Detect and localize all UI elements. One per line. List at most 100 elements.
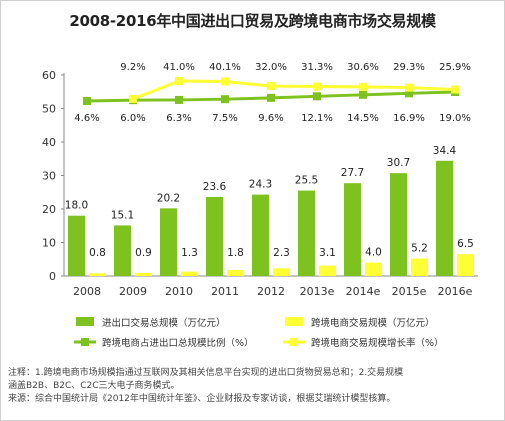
y-tick-label: 50 <box>42 103 56 116</box>
line-value-label: 6.0% <box>120 113 145 124</box>
marker-growth <box>267 82 275 91</box>
line-value-label: 14.5% <box>347 113 379 124</box>
bar-total-trade <box>160 208 177 276</box>
notes-line-1: 注释：1.跨境电商市场规模指通过互联网及其相关信息平台实现的进出口货物贸易总和；… <box>8 368 404 378</box>
marker-ratio <box>267 93 275 102</box>
x-tick-label: 2013e <box>300 285 335 298</box>
chart-notes: 注释：1.跨境电商市场规模指通过互联网及其相关信息平台实现的进出口货物贸易总和；… <box>8 367 498 406</box>
x-tick-label: 2010 <box>165 285 193 298</box>
line-value-label: 12.1% <box>301 113 333 124</box>
x-tick-label: 2016e <box>438 285 473 298</box>
legend-swatch-marker <box>290 338 298 346</box>
marker-growth <box>221 77 229 86</box>
line-growth <box>132 79 456 101</box>
line-value-label: 32.0% <box>255 62 287 73</box>
bar-value-label: 18.0 <box>65 200 88 212</box>
x-tick-label: 2014e <box>346 285 381 298</box>
y-tick-label: 10 <box>42 237 56 250</box>
bar-value-label: 24.3 <box>249 179 272 191</box>
x-tick-label: 2012 <box>257 285 285 298</box>
bar-series: 18.0 15.1 20.2 23.6 24.3 25.5 27.7 30.7 34.4 0.8 0… <box>65 145 474 276</box>
bar-value-label: 6.5 <box>457 238 474 250</box>
legend-swatch-marker <box>81 338 89 346</box>
bar-cross-border <box>319 265 336 276</box>
line-value-label: 16.9% <box>393 113 425 124</box>
marker-ratio <box>83 97 91 105</box>
bar-value-label: 20.2 <box>157 192 180 204</box>
bar-cross-border <box>89 273 106 276</box>
bar-total-trade <box>436 160 453 276</box>
line-value-label: 4.6% <box>74 113 99 124</box>
bar-total-trade <box>114 225 131 276</box>
legend-swatch <box>76 317 94 326</box>
bar-value-label: 0.9 <box>135 247 152 259</box>
bar-cross-border <box>365 262 382 276</box>
marker-growth <box>175 77 183 85</box>
line-value-label: 29.3% <box>393 62 425 73</box>
marker-growth <box>129 95 137 103</box>
bar-cross-border <box>273 268 290 276</box>
line-value-label: 40.1% <box>209 62 241 73</box>
legend-label: 跨境电商占进出口总规模比例（%） <box>102 337 254 349</box>
bar-cross-border <box>457 254 474 276</box>
line-value-label: 41.0% <box>163 62 195 73</box>
bar-value-label: 0.8 <box>89 247 106 259</box>
line-series: 4.6% 6.0% 6.3% 7.5% 9.6% 12.1% 14.5% 16.9% 19.0%… <box>74 62 471 124</box>
line-value-label: 6.3% <box>166 113 191 124</box>
bar-value-label: 3.1 <box>319 247 336 259</box>
chart-title: 2008-2016年中国进出口贸易及跨境电商市场交易规模 <box>69 12 436 30</box>
bar-cross-border <box>181 271 198 276</box>
marker-growth <box>359 82 367 91</box>
bar-value-label: 27.7 <box>341 167 364 179</box>
bar-total-trade <box>344 183 361 276</box>
x-tick-label: 2009 <box>119 285 147 298</box>
line-value-label: 9.6% <box>258 113 283 124</box>
y-tick-label: 20 <box>42 203 56 216</box>
bar-value-label: 5.2 <box>411 243 428 255</box>
x-tick-label: 2008 <box>73 285 101 298</box>
bar-value-label: 30.7 <box>387 157 410 169</box>
y-tick-label: 30 <box>42 170 56 183</box>
line-value-label: 19.0% <box>439 113 471 124</box>
bar-value-label: 25.5 <box>295 175 318 187</box>
bar-cross-border <box>411 258 428 276</box>
marker-ratio <box>359 90 367 99</box>
marker-ratio <box>221 95 229 104</box>
marker-growth <box>313 82 321 91</box>
line-value-label: 31.3% <box>301 62 333 73</box>
bar-total-trade <box>68 215 85 276</box>
x-tick-label: 2011 <box>211 285 239 298</box>
notes-line-3: 来源：综合中国统计局《2012年中国统计年鉴》、企业财报及专家访谈，根据艾瑞统计… <box>8 394 396 404</box>
bar-value-label: 1.8 <box>227 247 244 259</box>
bar-value-label: 1.3 <box>181 247 198 259</box>
marker-growth <box>405 83 413 92</box>
line-value-label: 7.5% <box>212 113 237 124</box>
legend-swatch <box>285 317 303 326</box>
bar-total-trade <box>252 194 269 276</box>
bar-total-trade <box>298 190 315 276</box>
y-tick-label: 60 <box>42 69 56 82</box>
marker-ratio <box>405 89 413 98</box>
line-value-label: 9.2% <box>120 62 145 73</box>
chart-legend: 进出口交易总规模（万亿元） 跨境电商交易规模（万亿元） 跨境电商占进出口总规模比例（… <box>74 317 444 349</box>
bar-value-label: 15.1 <box>111 209 134 221</box>
line-value-label: 25.9% <box>439 62 471 73</box>
notes-line-2: 涵盖B2B、B2C、C2C三大电子商务模式。 <box>8 381 180 391</box>
bar-total-trade <box>390 173 407 276</box>
x-tick-label: 2015e <box>392 285 427 298</box>
y-tick-label: 40 <box>42 136 56 149</box>
chart-axes: 0 10 20 30 40 50 60 2008 2009 2010 2011 2012 2013e 20… <box>42 69 478 298</box>
bar-value-label: 23.6 <box>203 181 227 193</box>
bar-total-trade <box>206 196 223 276</box>
marker-growth <box>451 85 459 94</box>
legend-label: 跨境电商交易规模（万亿元） <box>311 317 435 329</box>
marker-ratio <box>313 92 321 101</box>
bar-value-label: 4.0 <box>365 247 382 259</box>
legend-label: 进出口交易总规模（万亿元） <box>102 317 226 329</box>
bar-cross-border <box>135 272 152 276</box>
marker-ratio <box>175 95 183 104</box>
y-tick-label: 0 <box>49 270 56 283</box>
line-value-label: 30.6% <box>347 62 379 73</box>
bar-value-label: 2.3 <box>273 247 290 259</box>
